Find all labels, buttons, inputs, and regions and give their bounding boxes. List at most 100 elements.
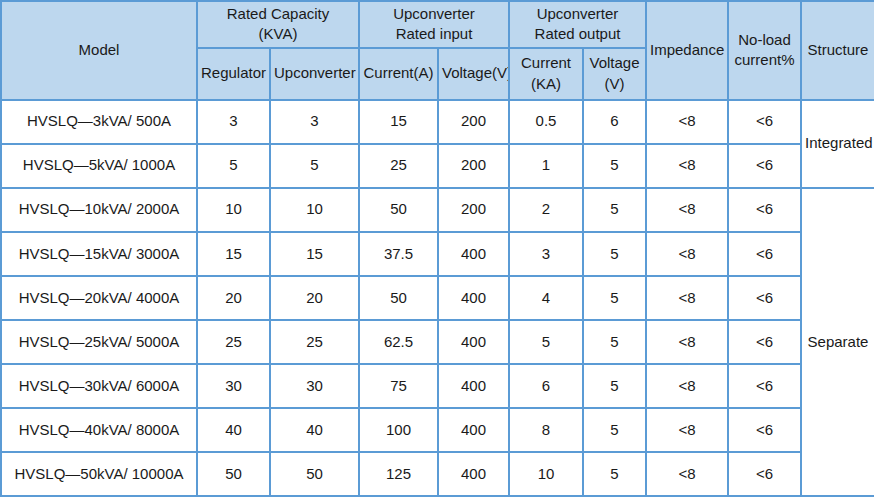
cell-regulator: 25: [197, 320, 270, 364]
cell-output-current: 8: [509, 408, 583, 452]
table-row: HVSLQ—30kVA/ 6000A 30 30 75 400 6 5 <8 <…: [1, 364, 874, 408]
header-structure: Structure: [801, 1, 874, 100]
cell-model: HVSLQ—10kVA/ 2000A: [1, 188, 197, 232]
cell-output-voltage: 5: [583, 364, 646, 408]
cell-output-voltage: 6: [583, 100, 646, 144]
cell-input-voltage: 400: [438, 276, 509, 320]
cell-upconverter: 40: [270, 408, 359, 452]
spec-table: Model Rated Capacity (KVA) Upconverter R…: [0, 0, 874, 497]
cell-impedance: <8: [646, 276, 728, 320]
cell-output-current: 1: [509, 144, 583, 188]
cell-model: HVSLQ—30kVA/ 6000A: [1, 364, 197, 408]
cell-output-current: 4: [509, 276, 583, 320]
header-row-1: Model Rated Capacity (KVA) Upconverter R…: [1, 1, 874, 48]
cell-regulator: 50: [197, 452, 270, 496]
header-model: Model: [1, 1, 197, 100]
cell-upconverter: 3: [270, 100, 359, 144]
cell-input-current: 100: [359, 408, 438, 452]
cell-output-current: 2: [509, 188, 583, 232]
subheader-upconverter: Upconverter: [270, 48, 359, 100]
cell-model: HVSLQ—20kVA/ 4000A: [1, 276, 197, 320]
cell-input-voltage: 200: [438, 144, 509, 188]
cell-input-voltage: 400: [438, 364, 509, 408]
subheader-input-current: Current(A): [359, 48, 438, 100]
cell-input-current: 62.5: [359, 320, 438, 364]
cell-input-current: 37.5: [359, 232, 438, 276]
header-impedance: Impedance: [646, 1, 728, 100]
cell-upconverter: 20: [270, 276, 359, 320]
cell-upconverter: 30: [270, 364, 359, 408]
cell-regulator: 5: [197, 144, 270, 188]
cell-upconverter: 10: [270, 188, 359, 232]
cell-input-current: 75: [359, 364, 438, 408]
header-rated-output: Upconverter Rated output: [509, 1, 646, 48]
cell-impedance: <8: [646, 188, 728, 232]
table-row: HVSLQ—3kVA/ 500A 3 3 15 200 0.5 6 <8 <6 …: [1, 100, 874, 144]
cell-input-voltage: 400: [438, 408, 509, 452]
cell-structure-separate: Separate: [801, 188, 874, 496]
cell-no-load: <6: [728, 364, 801, 408]
cell-upconverter: 50: [270, 452, 359, 496]
cell-input-current: 50: [359, 276, 438, 320]
cell-input-voltage: 200: [438, 100, 509, 144]
cell-regulator: 3: [197, 100, 270, 144]
subheader-output-current: Current (KA): [509, 48, 583, 100]
cell-output-current: 5: [509, 320, 583, 364]
cell-impedance: <8: [646, 364, 728, 408]
cell-regulator: 30: [197, 364, 270, 408]
cell-upconverter: 5: [270, 144, 359, 188]
cell-model: HVSLQ—25kVA/ 5000A: [1, 320, 197, 364]
table-body: HVSLQ—3kVA/ 500A 3 3 15 200 0.5 6 <8 <6 …: [1, 100, 874, 497]
cell-input-voltage: 400: [438, 452, 509, 496]
cell-input-current: 25: [359, 144, 438, 188]
table-row: HVSLQ—40kVA/ 8000A 40 40 100 400 8 5 <8 …: [1, 408, 874, 452]
cell-no-load: <6: [728, 100, 801, 144]
cell-regulator: 40: [197, 408, 270, 452]
cell-no-load: <6: [728, 320, 801, 364]
table-row: HVSLQ—5kVA/ 1000A 5 5 25 200 1 5 <8 <6: [1, 144, 874, 188]
table-row: HVSLQ—25kVA/ 5000A 25 25 62.5 400 5 5 <8…: [1, 320, 874, 364]
header-rated-input: Upconverter Rated input: [359, 1, 509, 48]
cell-output-current: 3: [509, 232, 583, 276]
cell-input-current: 15: [359, 100, 438, 144]
header-no-load-current: No-load current%: [728, 1, 801, 100]
table-header: Model Rated Capacity (KVA) Upconverter R…: [1, 1, 874, 100]
subheader-regulator: Regulator: [197, 48, 270, 100]
table-row: HVSLQ—20kVA/ 4000A 20 20 50 400 4 5 <8 <…: [1, 276, 874, 320]
cell-model: HVSLQ—40kVA/ 8000A: [1, 408, 197, 452]
cell-output-voltage: 5: [583, 232, 646, 276]
cell-output-current: 6: [509, 364, 583, 408]
table-row: HVSLQ—10kVA/ 2000A 10 10 50 200 2 5 <8 <…: [1, 188, 874, 232]
cell-impedance: <8: [646, 452, 728, 496]
cell-regulator: 15: [197, 232, 270, 276]
cell-output-current: 10: [509, 452, 583, 496]
table-row: HVSLQ—15kVA/ 3000A 15 15 37.5 400 3 5 <8…: [1, 232, 874, 276]
cell-input-current: 50: [359, 188, 438, 232]
cell-input-voltage: 400: [438, 232, 509, 276]
cell-no-load: <6: [728, 452, 801, 496]
cell-impedance: <8: [646, 100, 728, 144]
cell-input-voltage: 200: [438, 188, 509, 232]
cell-no-load: <6: [728, 144, 801, 188]
cell-no-load: <6: [728, 408, 801, 452]
cell-output-voltage: 5: [583, 144, 646, 188]
cell-output-voltage: 5: [583, 276, 646, 320]
cell-upconverter: 15: [270, 232, 359, 276]
cell-no-load: <6: [728, 232, 801, 276]
cell-model: HVSLQ—5kVA/ 1000A: [1, 144, 197, 188]
cell-output-voltage: 5: [583, 408, 646, 452]
cell-impedance: <8: [646, 232, 728, 276]
cell-regulator: 10: [197, 188, 270, 232]
cell-regulator: 20: [197, 276, 270, 320]
cell-input-current: 125: [359, 452, 438, 496]
subheader-output-voltage: Voltage (V): [583, 48, 646, 100]
spec-sheet: Model Rated Capacity (KVA) Upconverter R…: [0, 0, 874, 497]
header-rated-capacity: Rated Capacity (KVA): [197, 1, 359, 48]
cell-output-voltage: 5: [583, 188, 646, 232]
cell-upconverter: 25: [270, 320, 359, 364]
cell-model: HVSLQ—15kVA/ 3000A: [1, 232, 197, 276]
cell-model: HVSLQ—3kVA/ 500A: [1, 100, 197, 144]
cell-output-current: 0.5: [509, 100, 583, 144]
cell-output-voltage: 5: [583, 452, 646, 496]
cell-no-load: <6: [728, 188, 801, 232]
